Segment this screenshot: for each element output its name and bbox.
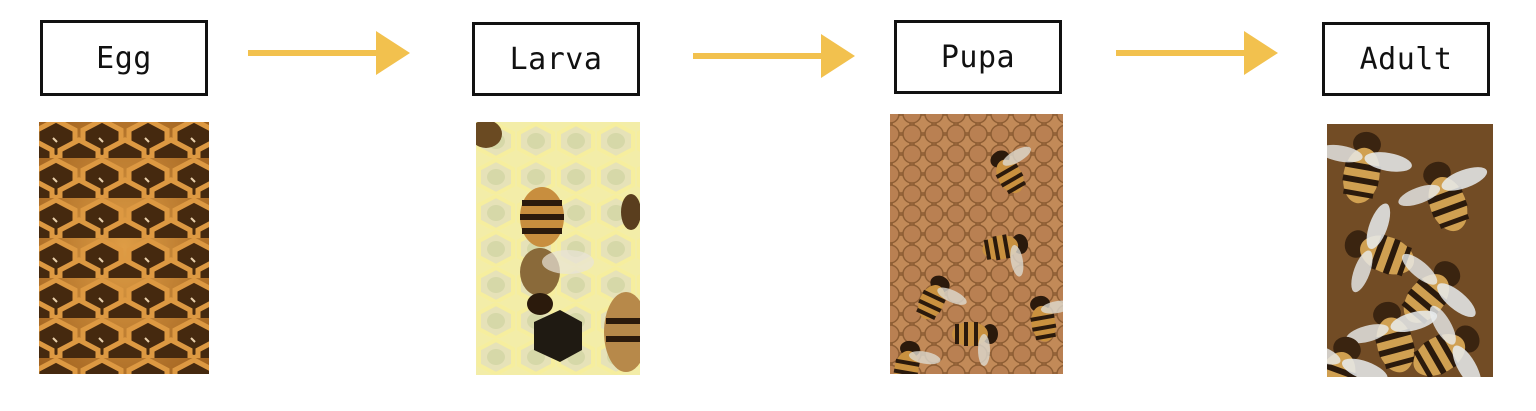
stage-egg-label: Egg — [40, 20, 208, 96]
bee-on-larva-cells-photo — [476, 122, 640, 375]
stage-adult-label: Adult — [1322, 22, 1490, 96]
stage-adult-text: Adult — [1359, 41, 1453, 77]
stage-larva-label: Larva — [472, 22, 640, 96]
honeycomb-empty-cells-photo — [39, 122, 209, 374]
stage-egg-text: Egg — [96, 40, 152, 76]
arrow-right-icon — [693, 34, 855, 78]
bees-on-capped-pupa-cells-photo — [890, 114, 1063, 374]
stage-pupa-label: Pupa — [894, 20, 1062, 94]
arrow-right-icon — [1116, 31, 1278, 75]
adult-bees-cluster-photo — [1327, 124, 1493, 377]
stage-pupa-text: Pupa — [940, 39, 1016, 75]
stage-larva-text: Larva — [509, 41, 603, 77]
arrow-right-icon — [248, 31, 410, 75]
